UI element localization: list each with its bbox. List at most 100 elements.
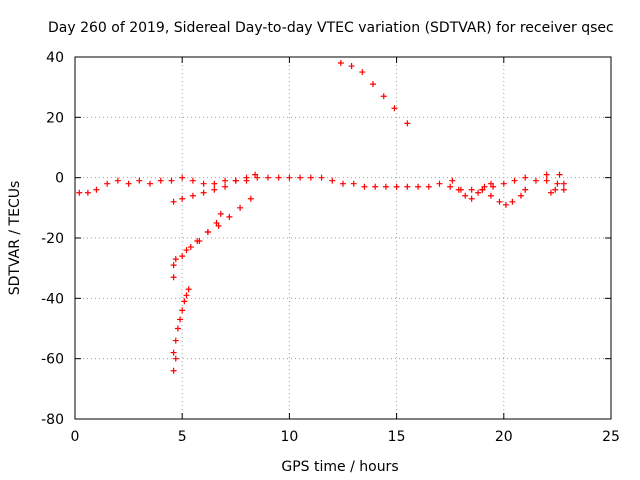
- data-point: [297, 174, 304, 181]
- data-point: [170, 367, 177, 374]
- data-point: [84, 189, 91, 196]
- data-point: [404, 120, 411, 127]
- data-point: [404, 183, 411, 190]
- data-point: [179, 253, 186, 260]
- data-point: [361, 183, 368, 190]
- data-point: [543, 171, 550, 178]
- data-point: [552, 186, 559, 193]
- data-point: [222, 177, 229, 184]
- data-point: [307, 174, 314, 181]
- data-point: [487, 180, 494, 187]
- data-point: [170, 262, 177, 269]
- data-point: [237, 204, 244, 211]
- data-point: [189, 192, 196, 199]
- data-point: [200, 180, 207, 187]
- data-point: [350, 180, 357, 187]
- data-point: [177, 316, 184, 323]
- data-point: [487, 192, 494, 199]
- data-point: [560, 180, 567, 187]
- data-point: [200, 189, 207, 196]
- data-point: [468, 195, 475, 202]
- y-tick-label: -40: [41, 291, 64, 307]
- data-point: [194, 238, 201, 245]
- data-point: [226, 213, 233, 220]
- data-point: [560, 186, 567, 193]
- data-point: [204, 228, 211, 235]
- data-point: [93, 186, 100, 193]
- data-point: [329, 177, 336, 184]
- data-point: [475, 189, 482, 196]
- data-point: [496, 198, 503, 205]
- data-point: [247, 195, 254, 202]
- data-point: [125, 180, 132, 187]
- data-point: [337, 60, 344, 67]
- axis-ticks: 0 5 10 15 20 25 -80 -60 -40 -20 0 20 40: [41, 50, 620, 445]
- y-axis-label: SDTVAR / TECUs: [7, 181, 23, 296]
- data-point: [532, 177, 539, 184]
- data-point: [179, 307, 186, 314]
- data-point: [211, 186, 218, 193]
- data-point: [517, 192, 524, 199]
- y-tick-label: 0: [55, 171, 64, 187]
- series-group: [170, 171, 259, 205]
- data-point: [318, 174, 325, 181]
- y-tick-label: -20: [41, 231, 64, 247]
- data-point: [172, 256, 179, 263]
- data-point: [348, 63, 355, 70]
- data-point: [468, 186, 475, 193]
- data-point: [340, 180, 346, 187]
- data-point: [436, 180, 443, 187]
- data-point: [275, 174, 282, 181]
- data-point: [217, 210, 224, 217]
- data-point: [254, 174, 261, 181]
- data-point: [243, 174, 250, 181]
- data-point: [222, 183, 229, 190]
- chart-title: Day 260 of 2019, Sidereal Day-to-day VTE…: [48, 20, 614, 36]
- data-point: [511, 177, 518, 184]
- data-point: [462, 192, 469, 199]
- data-point: [168, 177, 175, 184]
- data-point: [187, 244, 194, 251]
- data-point: [500, 180, 507, 187]
- data-point: [170, 349, 177, 356]
- data-point: [136, 177, 143, 184]
- x-tick-label: 20: [495, 429, 513, 445]
- data-point: [213, 219, 220, 226]
- data-point: [211, 180, 218, 187]
- data-point: [157, 177, 164, 184]
- data-point: [185, 286, 192, 293]
- data-point: [449, 177, 456, 184]
- x-axis-label: GPS time / hours: [281, 459, 398, 475]
- data-point: [554, 180, 561, 187]
- data-point: [174, 325, 181, 332]
- data-point: [104, 180, 111, 187]
- data-point: [286, 174, 293, 181]
- data-point: [172, 355, 179, 362]
- data-point: [481, 183, 488, 190]
- data-point: [264, 174, 271, 181]
- series-group: [170, 274, 179, 374]
- y-tick-label: 40: [46, 50, 64, 66]
- y-tick-label: 20: [46, 110, 64, 126]
- data-point: [170, 274, 177, 281]
- data-point: [179, 174, 186, 181]
- data-point: [380, 93, 387, 100]
- data-point: [391, 105, 398, 112]
- data-point: [252, 171, 259, 178]
- data-point: [509, 198, 516, 205]
- data-point: [547, 189, 554, 196]
- x-tick-label: 0: [71, 429, 80, 445]
- data-point: [543, 177, 550, 184]
- series-group: [170, 286, 192, 356]
- data-point: [382, 183, 389, 190]
- data-point: [232, 177, 239, 184]
- series-group: [337, 60, 411, 127]
- y-tick-label: -80: [41, 412, 64, 428]
- data-points: [76, 60, 567, 374]
- series-group: [449, 177, 494, 202]
- data-point: [415, 183, 422, 190]
- data-point: [490, 183, 497, 190]
- data-point: [502, 201, 509, 208]
- data-point: [447, 183, 454, 190]
- data-point: [425, 183, 432, 190]
